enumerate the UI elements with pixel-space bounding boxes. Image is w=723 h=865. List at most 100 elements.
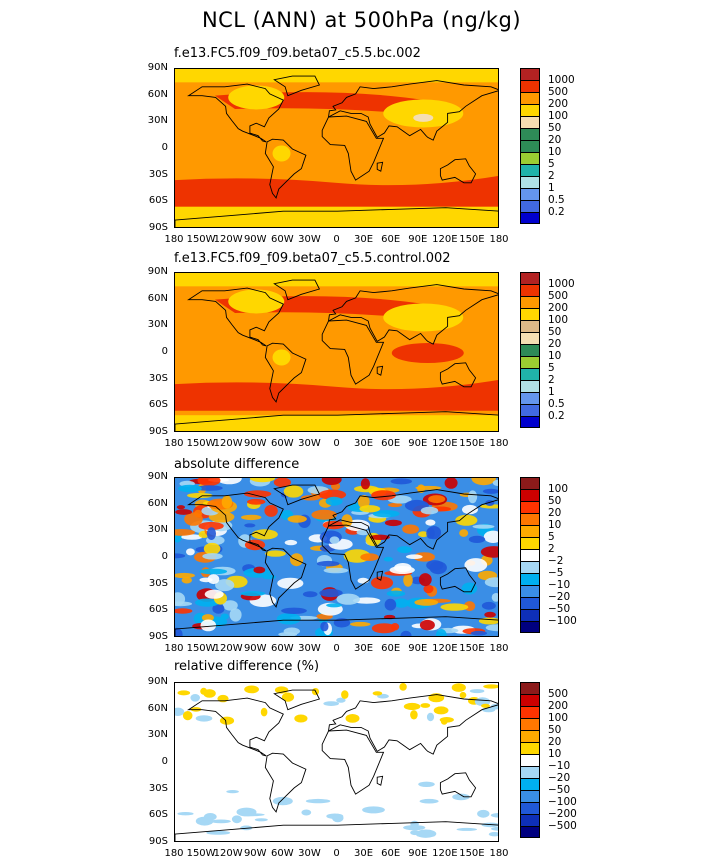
lat-tick-label: 90S	[148, 631, 168, 642]
lon-tick-label: 150W	[186, 438, 216, 449]
colorbar-label: 50	[548, 326, 562, 338]
colorbar-label: 5	[548, 531, 555, 543]
colorbar-label: 1	[548, 182, 555, 194]
colorbar-swatch	[520, 104, 540, 116]
lon-tick-label: 90W	[243, 234, 267, 245]
colorbar-swatch	[520, 380, 540, 392]
colorbar-label: −100	[548, 796, 577, 808]
lon-tick-label: 90E	[408, 438, 428, 449]
lon-tick-label: 150W	[186, 848, 216, 859]
colorbar-label: 0.2	[548, 410, 565, 422]
colorbar-swatch	[520, 80, 540, 92]
lon-tick-label: 30E	[354, 234, 374, 245]
colorbar-swatch	[520, 368, 540, 380]
colorbar-swatch	[520, 573, 540, 585]
lon-tick-label: 90E	[408, 848, 428, 859]
lat-tick-label: 90N	[147, 676, 168, 687]
colorbar-label: 2	[548, 543, 555, 555]
lon-tick-label: 120E	[432, 848, 458, 859]
lon-tick-label: 60W	[271, 848, 294, 859]
colorbar-label: 100	[548, 314, 569, 326]
lon-tick-label: 30W	[298, 234, 321, 245]
lon-tick-label: 0	[333, 234, 340, 245]
colorbar-swatch	[520, 561, 540, 573]
colorbar-label: 2	[548, 170, 555, 182]
colorbar-swatch	[520, 140, 540, 152]
colorbar-label: 1000	[548, 278, 575, 290]
lat-tick-label: 90N	[147, 62, 168, 73]
colorbar-swatch	[520, 92, 540, 104]
lon-tick-label: 150E	[459, 438, 485, 449]
colorbar-swatch	[520, 742, 540, 754]
colorbar	[520, 682, 540, 838]
lon-tick-label: 120W	[213, 848, 243, 859]
colorbar-label: 200	[548, 302, 569, 314]
lat-tick-label: 90S	[148, 222, 168, 233]
colorbar-swatch	[520, 609, 540, 621]
colorbar	[520, 68, 540, 224]
lon-tick-label: 180	[489, 643, 509, 654]
lon-tick-label: 90W	[243, 643, 267, 654]
colorbar-swatch	[520, 766, 540, 778]
colorbar-swatch	[520, 404, 540, 416]
map-panel-control	[174, 272, 499, 432]
map-panel-reldiff	[174, 682, 499, 842]
colorbar	[520, 272, 540, 428]
lon-tick-label: 180	[489, 848, 509, 859]
lon-tick-label: 120W	[213, 234, 243, 245]
colorbar-swatch	[520, 308, 540, 320]
colorbar-swatch	[520, 188, 540, 200]
lat-tick-label: 30S	[148, 577, 168, 589]
colorbar-label: 50	[548, 495, 562, 507]
colorbar-label: 20	[548, 507, 562, 519]
lon-tick-label: 180	[164, 234, 184, 245]
colorbar-swatch	[520, 128, 540, 140]
colorbar-label: −500	[548, 820, 577, 832]
lat-tick-label: 90S	[148, 836, 168, 847]
colorbar-label: 100	[548, 712, 569, 724]
lat-tick-label: 0	[161, 142, 168, 153]
colorbar-swatch	[520, 706, 540, 718]
colorbar-swatch	[520, 778, 540, 790]
colorbar-label: −20	[548, 772, 571, 784]
colorbar-label: −20	[548, 591, 571, 603]
colorbar-label: 200	[548, 98, 569, 110]
lon-tick-label: 0	[333, 848, 340, 859]
colorbar-swatch	[520, 489, 540, 501]
map-image	[175, 478, 498, 636]
lon-tick-label: 120W	[213, 643, 243, 654]
map-image	[175, 683, 498, 841]
colorbar-swatch	[520, 332, 540, 344]
colorbar-swatch	[520, 513, 540, 525]
lat-tick-label: 30S	[148, 372, 168, 384]
colorbar-swatch	[520, 344, 540, 356]
colorbar-swatch	[520, 68, 540, 80]
lon-tick-label: 30E	[354, 643, 374, 654]
lon-tick-label: 120E	[432, 643, 458, 654]
colorbar-swatch	[520, 272, 540, 284]
colorbar-label: 10	[548, 146, 562, 158]
lon-tick-label: 120E	[432, 234, 458, 245]
lon-tick-label: 120W	[213, 438, 243, 449]
lon-tick-label: 30W	[298, 643, 321, 654]
lon-tick-label: 60E	[381, 438, 401, 449]
lon-tick-label: 60E	[381, 234, 401, 245]
lat-tick-label: 0	[161, 551, 168, 562]
lat-tick-label: 30N	[147, 319, 168, 331]
panel-title: relative difference (%)	[174, 659, 320, 674]
lon-tick-label: 90E	[408, 643, 428, 654]
colorbar-swatch	[520, 356, 540, 368]
colorbar-label: 1	[548, 386, 555, 398]
lat-tick-label: 0	[161, 346, 168, 357]
colorbar-label: −2	[548, 555, 564, 567]
lon-tick-label: 150E	[459, 848, 485, 859]
colorbar-label: 0.5	[548, 398, 565, 410]
colorbar-swatch	[520, 826, 540, 838]
colorbar-swatch	[520, 597, 540, 609]
colorbar-label: 100	[548, 483, 569, 495]
colorbar-swatch	[520, 164, 540, 176]
colorbar-label: 20	[548, 736, 562, 748]
colorbar-swatch	[520, 296, 540, 308]
colorbar-swatch	[520, 682, 540, 694]
colorbar-label: 1000	[548, 74, 575, 86]
